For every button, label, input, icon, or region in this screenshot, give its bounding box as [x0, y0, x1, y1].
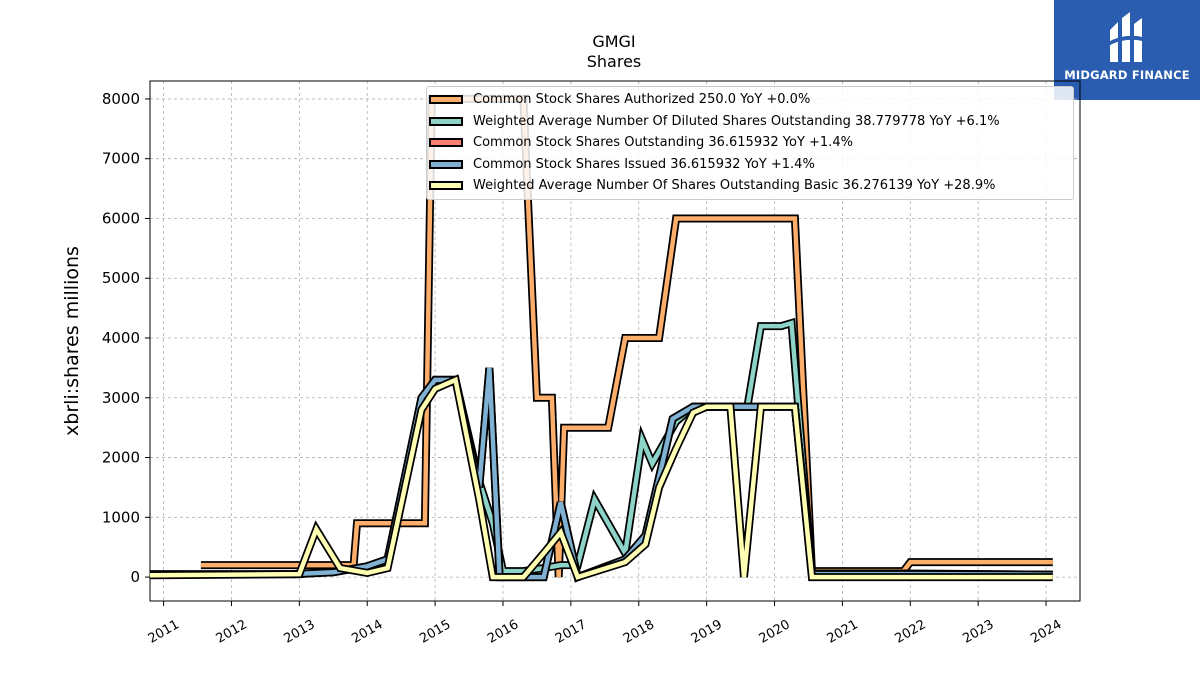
legend-swatch [429, 181, 463, 190]
x-tick-label: 2021 [825, 617, 861, 647]
legend-swatch [429, 95, 463, 104]
y-axis-label: xbrli:shares millions [61, 246, 83, 436]
series-line-4 [149, 376, 1053, 580]
x-tick-label: 2014 [349, 617, 385, 647]
chart-title: GMGI [592, 32, 636, 51]
legend-label: Common Stock Shares Outstanding 36.61593… [473, 135, 853, 150]
series-outline-4 [149, 374, 1053, 583]
y-tick-label: 4000 [102, 329, 140, 347]
legend-swatch [429, 116, 463, 126]
y-tick-label: 1000 [102, 508, 140, 526]
brand-name: MIDGARD FINANCE [1064, 68, 1190, 82]
legend-label: Weighted Average Number Of Shares Outsta… [473, 178, 996, 193]
y-tick-label: 7000 [102, 150, 140, 168]
midgard-logo-icon [1108, 12, 1146, 62]
y-tick-label: 6000 [102, 209, 140, 227]
x-tick-label: 2016 [485, 617, 521, 647]
y-tick-label: 3000 [102, 389, 140, 407]
x-tick-label: 2015 [417, 617, 453, 647]
legend-label: Weighted Average Number Of Diluted Share… [473, 113, 1000, 129]
x-tick-label: 2023 [960, 617, 996, 647]
brand-logo: MIDGARD FINANCE [1054, 0, 1200, 100]
y-tick-label: 2000 [102, 449, 140, 467]
y-tick-label: 0 [130, 568, 140, 586]
x-tick-label: 2024 [1028, 617, 1064, 647]
series-outline-1 [150, 317, 1053, 579]
x-tick-label: 2013 [282, 617, 318, 647]
y-tick-label: 8000 [102, 90, 140, 108]
y-tick-label: 5000 [102, 269, 140, 287]
plot-frame [149, 80, 1081, 602]
series-line-1 [150, 320, 1053, 577]
legend-swatch [429, 159, 463, 169]
x-tick-label: 2011 [146, 617, 182, 647]
x-tick-label: 2018 [621, 617, 657, 647]
legend-label: Common Stock Shares Issued 36.615932 YoY… [473, 156, 815, 172]
x-tick-label: 2017 [553, 617, 589, 647]
x-tick-label: 2012 [214, 617, 250, 647]
legend-swatch [429, 138, 463, 147]
chart-legend: Common Stock Shares Authorized 250.0 YoY… [426, 86, 1074, 200]
chart-subtitle: Shares [586, 52, 642, 71]
x-tick-label: 2019 [689, 617, 725, 647]
legend-label: Common Stock Shares Authorized 250.0 YoY… [473, 92, 811, 107]
x-tick-label: 2022 [892, 617, 928, 647]
x-tick-label: 2020 [757, 617, 793, 647]
